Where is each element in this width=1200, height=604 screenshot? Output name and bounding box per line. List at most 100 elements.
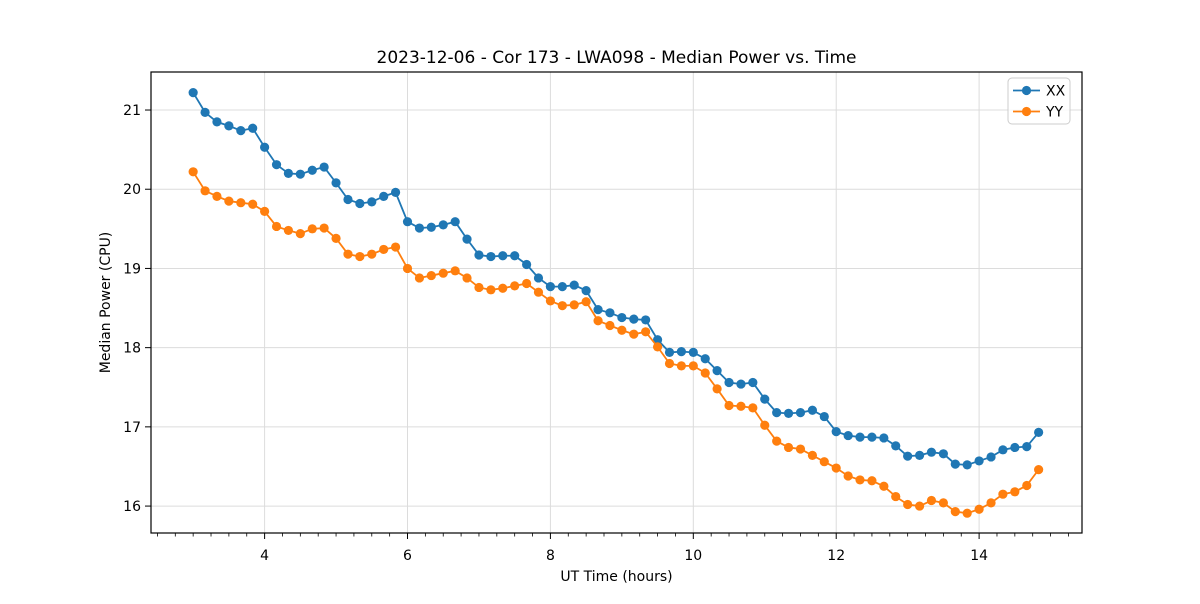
series-xx-marker — [248, 123, 258, 133]
series-xx-marker — [760, 394, 770, 404]
series-yy-marker — [188, 167, 198, 177]
legend-yy-marker-swatch — [1021, 106, 1032, 117]
series-xx-marker — [414, 223, 425, 233]
series-yy-marker — [498, 283, 508, 293]
series-yy-marker — [641, 327, 651, 337]
series-yy-marker — [438, 268, 448, 278]
series-yy-marker — [295, 228, 305, 239]
series-xx-marker — [974, 456, 984, 466]
series-yy-marker — [486, 285, 496, 295]
series-xx-marker — [629, 314, 639, 324]
series-yy-marker — [200, 186, 210, 196]
series-yy-marker — [724, 400, 734, 411]
series-xx-marker — [522, 259, 532, 270]
series-xx-line — [192, 92, 1040, 466]
series-xx-marker — [200, 107, 210, 117]
series-yy-marker — [891, 491, 901, 502]
series-yy-marker — [736, 401, 746, 411]
series-yy-marker — [260, 206, 270, 217]
series-xx-marker — [772, 408, 782, 418]
series-yy-marker — [903, 499, 913, 510]
series-yy-marker — [760, 420, 770, 430]
series-yy-marker — [1010, 487, 1020, 497]
series-layer — [188, 87, 1044, 518]
series-yy-marker — [307, 224, 317, 234]
series-xx-marker — [986, 452, 996, 462]
series-xx-marker — [688, 347, 698, 358]
series-xx-marker — [1010, 442, 1020, 453]
series-yy-marker — [343, 249, 353, 259]
series-yy-marker — [581, 297, 591, 307]
series-xx-marker — [390, 187, 401, 197]
series-xx-marker — [283, 168, 293, 178]
series-yy-marker — [462, 273, 472, 283]
series-yy-marker — [831, 463, 841, 473]
series-yy-marker — [688, 361, 698, 371]
series-xx-marker — [510, 251, 520, 261]
legend-yy-label: YY — [1045, 105, 1064, 121]
series-xx-marker — [795, 408, 806, 418]
series-xx-marker — [1022, 442, 1032, 452]
series-yy-marker — [867, 476, 877, 486]
y-tick-label: 19 — [123, 261, 141, 277]
series-xx-marker — [426, 222, 436, 232]
series-yy-marker — [998, 489, 1008, 499]
series-yy-marker — [629, 329, 639, 339]
series-xx-marker — [867, 432, 877, 442]
series-xx-marker — [307, 165, 317, 175]
series-xx-marker — [879, 433, 889, 443]
series-xx-marker — [581, 286, 591, 296]
series-yy-marker — [1034, 465, 1044, 475]
y-tick-label: 18 — [123, 341, 141, 357]
series-yy-marker — [700, 368, 710, 378]
series-xx-marker — [271, 160, 282, 170]
series-xx-marker — [355, 198, 365, 209]
series-yy-marker — [402, 263, 413, 274]
series-xx-marker — [641, 315, 651, 325]
series-yy-marker — [331, 233, 341, 243]
series-xx-marker — [831, 427, 841, 437]
grid-layer — [151, 72, 1082, 533]
series-xx-marker — [783, 408, 794, 418]
series-yy-marker — [474, 282, 484, 293]
series-xx-marker — [545, 282, 556, 292]
legend-xx-label: XX — [1046, 84, 1066, 100]
y-tick-label: 21 — [123, 103, 141, 119]
series-yy-marker — [212, 191, 222, 201]
series-yy-marker — [224, 196, 234, 206]
series-xx-marker — [962, 460, 972, 470]
series-xx-marker — [819, 411, 829, 422]
series-yy-marker — [414, 273, 425, 283]
series-xx-marker — [402, 217, 413, 227]
series-yy-marker — [355, 251, 365, 262]
series-xx-marker — [748, 377, 758, 388]
series-yy-marker — [795, 444, 806, 454]
series-xx-marker — [652, 335, 663, 345]
series-xx-marker — [462, 234, 472, 244]
series-yy-marker — [510, 281, 520, 291]
series-yy-marker — [986, 498, 996, 508]
series-yy-marker — [712, 384, 722, 394]
x-tick-label: 14 — [970, 548, 988, 564]
series-xx-marker — [569, 280, 579, 290]
series-yy-marker — [557, 301, 567, 311]
series-xx-marker — [676, 347, 686, 357]
series-xx-marker — [319, 162, 329, 172]
series-xx-marker — [474, 250, 484, 260]
series-xx-marker — [295, 169, 305, 179]
series-yy-marker — [1022, 480, 1032, 491]
series-xx-marker — [533, 273, 544, 283]
series-xx-marker — [605, 308, 615, 318]
series-yy-marker — [319, 223, 329, 233]
series-yy-marker — [450, 266, 460, 276]
series-xx-marker — [593, 305, 603, 315]
series-xx-marker — [188, 87, 198, 98]
series-xx-marker — [724, 377, 734, 388]
series-xx-marker — [926, 447, 937, 457]
series-xx-marker — [843, 430, 853, 441]
series-xx-marker — [367, 197, 377, 207]
series-xx-marker — [498, 251, 508, 261]
y-tick-label: 16 — [123, 499, 141, 515]
series-xx-marker — [212, 117, 222, 127]
